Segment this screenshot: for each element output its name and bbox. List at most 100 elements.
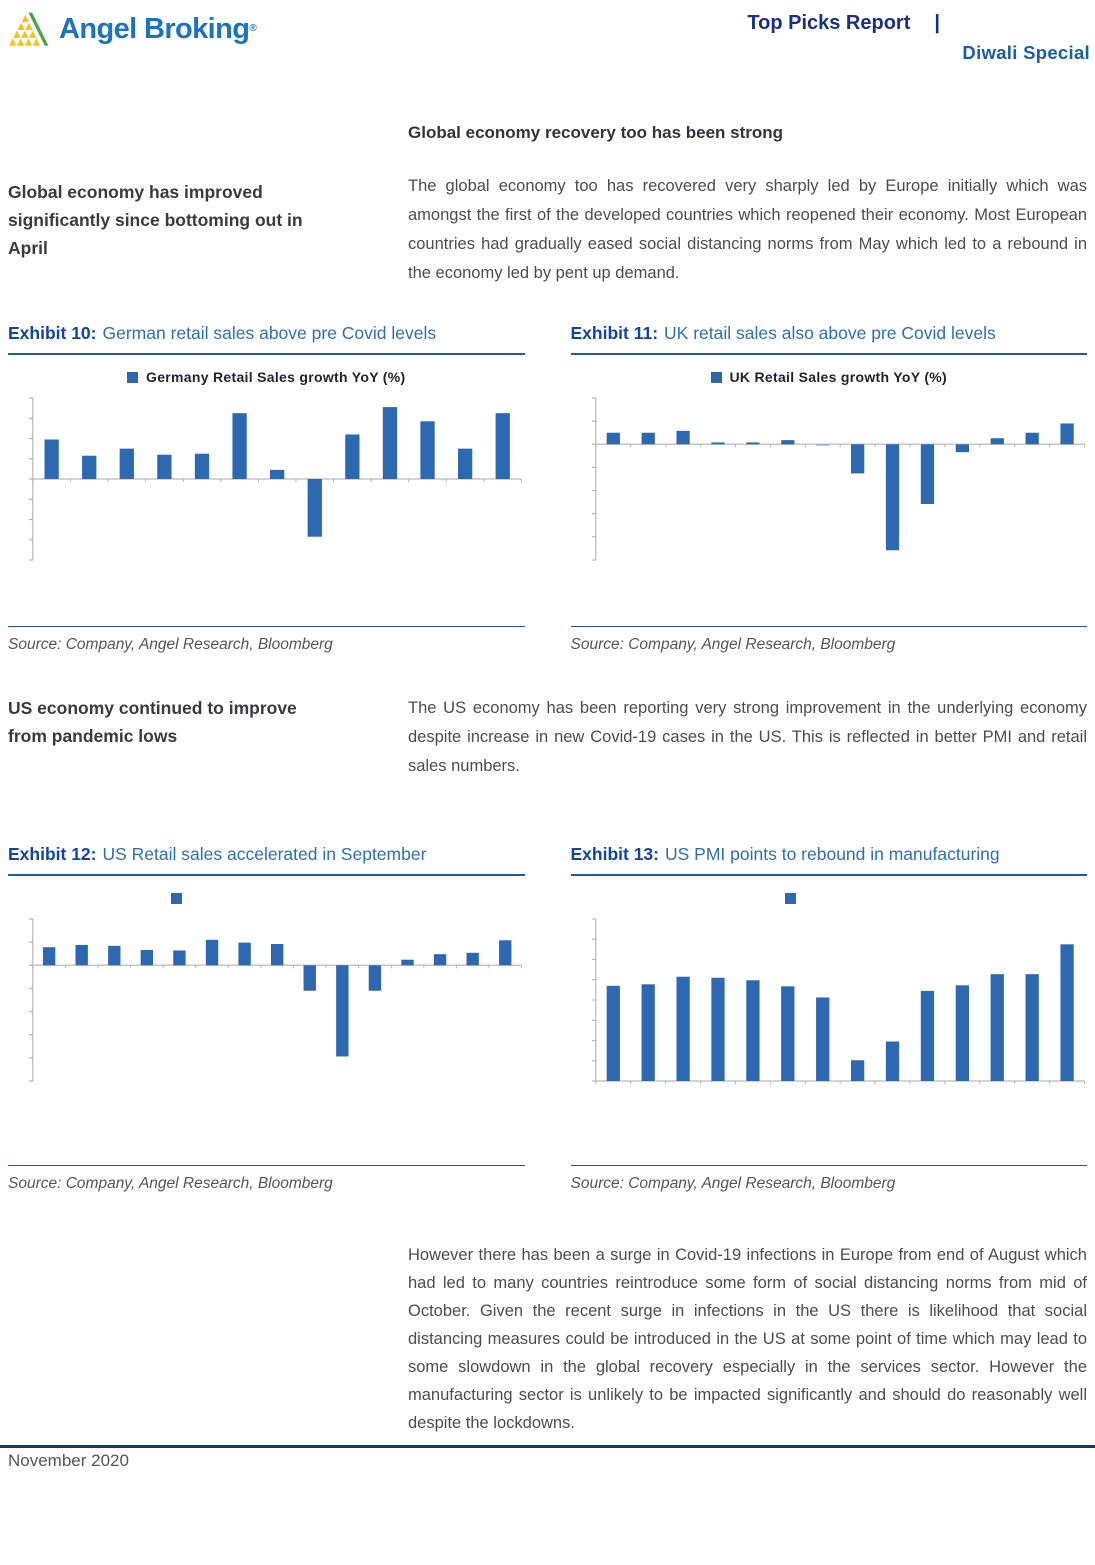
bar	[606, 432, 620, 445]
section-paragraph: The global economy too has recovered ver…	[408, 177, 1087, 282]
source-text: Source: Company, Angel Research, Bloombe…	[8, 1175, 333, 1192]
exhibit-title: Exhibit 13: US PMI points to rebound in m…	[571, 843, 1088, 874]
bar	[75, 944, 88, 966]
chart-legend	[571, 889, 1088, 907]
footer-rule	[0, 1445, 1095, 1448]
bar	[990, 438, 1004, 445]
bar	[173, 950, 186, 966]
us-retail-sales-chart	[28, 918, 523, 1082]
logo-text: Angel Broking®	[59, 13, 257, 45]
exhibit-title-text: UK retail sales also above pre Covid lev…	[664, 323, 996, 343]
report-title-block: Top Picks Report | Diwali Special	[747, 10, 1090, 64]
bar	[920, 444, 934, 504]
source-text: Source: Company, Angel Research, Bloombe…	[8, 636, 333, 653]
bar	[345, 434, 360, 479]
uk-retail-sales-chart	[591, 397, 1085, 561]
sidebar-empty	[8, 1241, 400, 1437]
angel-broking-logo: Angel Broking®	[8, 10, 257, 48]
legend-swatch-icon	[784, 892, 796, 904]
exhibit-label: Exhibit 13:	[570, 844, 660, 864]
bar	[401, 959, 414, 966]
title-rule	[8, 353, 525, 355]
exhibit-13-card: Exhibit 13: US PMI points to rebound in m…	[570, 843, 1088, 1193]
bar	[990, 974, 1004, 1081]
bar	[955, 444, 969, 453]
section-paragraph: However there has been a surge in Covid-…	[408, 1246, 1087, 1432]
legend-label: Germany Retail Sales growth YoY (%)	[146, 369, 406, 385]
title-separator: |	[934, 12, 940, 34]
bar	[1059, 423, 1074, 445]
source-rule	[570, 626, 1087, 627]
section-covid-surge-main: However there has been a surge in Covid-…	[408, 1241, 1087, 1437]
us-pmi-chart	[591, 918, 1085, 1084]
section-paragraph: The US economy has been reporting very s…	[408, 699, 1087, 775]
source-text: Source: Company, Angel Research, Bloombe…	[570, 636, 896, 653]
section-us-economy-main: The US economy has been reporting very s…	[408, 694, 1087, 781]
bar	[194, 453, 210, 479]
exhibit-label: Exhibit 11:	[570, 323, 659, 343]
exhibit-title-text: US PMI points to rebound in manufacturin…	[665, 844, 1000, 864]
title-rule	[8, 874, 525, 876]
bar	[307, 479, 322, 537]
source-rule	[8, 1165, 525, 1166]
title-rule	[570, 353, 1087, 355]
bar	[850, 444, 864, 474]
source-rule	[570, 1165, 1087, 1166]
bar	[119, 448, 134, 479]
bar	[457, 448, 473, 479]
bar	[270, 469, 285, 479]
header: Angel Broking® Top Picks Report | Diwali …	[5, 8, 1090, 64]
bar	[1025, 432, 1039, 445]
bar	[606, 985, 620, 1081]
bar	[108, 945, 121, 966]
bar	[955, 985, 969, 1081]
sidebar-note-us-economy: US economy continued to improve from pan…	[8, 698, 297, 746]
legend-swatch-icon	[127, 371, 139, 383]
exhibit-12-card: Exhibit 12: US Retail sales accelerated i…	[8, 843, 525, 1193]
exhibit-label: Exhibit 10:	[8, 323, 97, 343]
bar	[495, 413, 510, 479]
bar	[303, 965, 316, 991]
bar	[815, 997, 829, 1081]
section-global-economy-main: Global economy recovery too has been str…	[408, 122, 1087, 288]
bar	[745, 442, 760, 445]
bar	[1059, 944, 1074, 1081]
legend-swatch-icon	[710, 371, 722, 383]
bar	[641, 984, 655, 1081]
bar	[780, 986, 794, 1081]
section-heading: Global economy recovery too has been str…	[408, 123, 784, 142]
exhibit-title: Exhibit 11: UK retail sales also above pr…	[571, 322, 1088, 353]
bar	[641, 432, 655, 445]
chart-legend: Germany Retail Sales growth YoY (%)	[8, 368, 525, 386]
section-covid-surge: However there has been a surge in Covid-…	[5, 1241, 1090, 1437]
bar	[675, 976, 690, 1081]
bar	[238, 942, 251, 966]
bar	[745, 980, 760, 1081]
bar	[433, 954, 447, 966]
source-rule	[8, 626, 525, 627]
registered-mark: ®	[249, 23, 257, 34]
angel-broking-logo-icon	[9, 12, 49, 46]
bar	[44, 439, 59, 479]
source-text: Source: Company, Angel Research, Bloombe…	[570, 1175, 896, 1192]
bar	[140, 950, 154, 966]
legend-label: UK Retail Sales growth YoY (%)	[729, 369, 947, 385]
footer-date: November 2020	[8, 1450, 129, 1470]
bar	[780, 440, 794, 445]
bar	[850, 1060, 864, 1081]
bar	[885, 1041, 899, 1081]
exhibit-row-1: Exhibit 10: German retail sales above pre…	[5, 322, 1090, 654]
bar	[710, 977, 725, 1081]
bar	[382, 407, 398, 479]
bar	[466, 952, 479, 966]
bar	[205, 939, 219, 966]
bar	[815, 444, 829, 446]
section-global-economy: Global economy has improved significantl…	[5, 122, 1090, 288]
bar	[157, 454, 172, 479]
section-us-economy: US economy continued to improve from pan…	[5, 694, 1090, 781]
exhibit-10-card: Exhibit 10: German retail sales above pre…	[8, 322, 525, 654]
bar	[368, 965, 382, 991]
sidebar-note-global-economy: Global economy has improved significantl…	[8, 182, 303, 258]
report-type-title: Top Picks Report |	[747, 12, 940, 34]
